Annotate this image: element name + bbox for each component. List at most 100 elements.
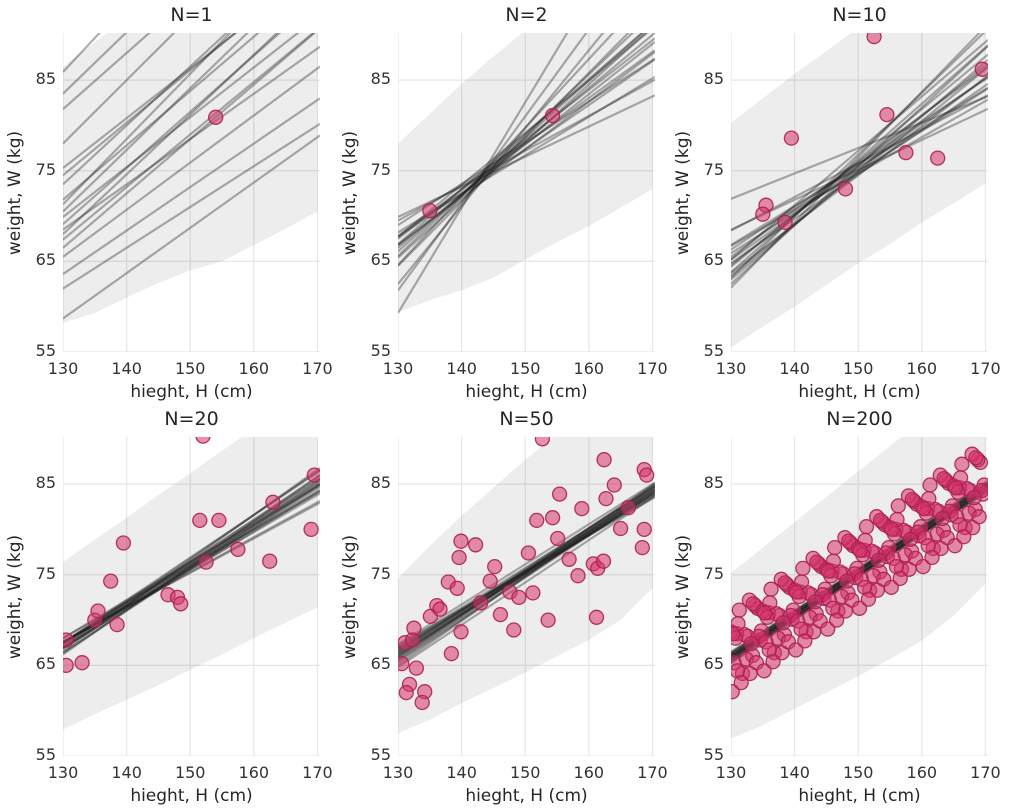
regression-line	[398, 33, 588, 292]
scatter-point	[915, 558, 931, 575]
scatter-point	[797, 633, 813, 649]
scatter-point	[924, 549, 940, 566]
y-tick-label: 55	[370, 745, 391, 764]
x-tick-label: 140	[446, 763, 477, 782]
regression-line	[731, 75, 988, 261]
x-tick-label: 130	[47, 359, 79, 378]
x-tick-label: 130	[715, 359, 747, 378]
regression-line	[63, 33, 282, 226]
scatter-point	[765, 654, 781, 670]
regression-line	[398, 33, 644, 245]
scatter-point	[837, 181, 854, 197]
regression-line	[63, 65, 320, 258]
x-tick-label: 170	[970, 359, 1001, 378]
regression-line	[63, 122, 320, 290]
y-axis-label: weight, W (kg)	[5, 130, 25, 255]
x-axis-label: hieght, H (cm)	[130, 786, 253, 806]
scatter-point	[398, 655, 410, 672]
regression-line	[398, 37, 655, 240]
regression-line	[398, 33, 569, 314]
plot-area	[731, 33, 988, 352]
regression-line	[63, 33, 300, 218]
scatter-point	[820, 563, 836, 579]
scatter-point	[866, 33, 882, 45]
regression-line	[398, 494, 655, 653]
x-tick-label: 130	[715, 763, 747, 782]
x-tick-label: 130	[382, 359, 414, 378]
regression-line	[398, 487, 655, 655]
regression-line	[398, 490, 655, 660]
regression-line	[398, 94, 655, 218]
regression-line	[731, 76, 988, 251]
scatter-point	[595, 553, 612, 569]
regression-line	[398, 481, 655, 646]
regression-line	[398, 486, 655, 658]
scatter-point	[934, 510, 950, 527]
regression-line	[731, 66, 988, 277]
regression-line	[398, 33, 615, 266]
scatter-point	[506, 622, 522, 638]
y-axis-label: weight, W (kg)	[340, 130, 360, 255]
y-axis-label: weight, W (kg)	[673, 130, 693, 255]
regression-line	[63, 33, 249, 213]
regression-line	[731, 107, 988, 231]
scatter-point	[783, 130, 800, 146]
panel-title: N=200	[826, 408, 893, 430]
regression-line	[63, 483, 320, 654]
y-tick-label: 85	[703, 473, 724, 493]
scatter-point	[63, 657, 74, 674]
regression-line	[398, 491, 655, 650]
scatter-point	[733, 674, 749, 691]
x-tick-label: 140	[779, 359, 810, 378]
regression-line	[63, 45, 320, 231]
scatter-point	[303, 521, 319, 538]
panel-title: N=20	[164, 408, 219, 430]
scatter-point	[968, 450, 984, 466]
regression-line	[398, 75, 655, 234]
uncertainty-band	[398, 33, 653, 313]
scatter-point	[596, 452, 612, 468]
y-tick-label: 75	[703, 159, 724, 179]
scatter-point	[265, 494, 281, 510]
scatter-point	[947, 480, 964, 496]
scatter-point	[966, 490, 982, 506]
scatter-point	[860, 591, 877, 607]
scatter-point	[902, 531, 919, 548]
plot-area	[398, 437, 655, 756]
scatter-point	[777, 214, 793, 231]
x-axis-label: hieght, H (cm)	[798, 786, 921, 806]
scatter-point	[639, 467, 655, 483]
x-tick-label: 170	[970, 763, 1001, 782]
scatter-point	[262, 553, 278, 569]
regression-line	[398, 488, 655, 651]
scatter-point	[883, 579, 899, 596]
scatter-point	[398, 684, 414, 701]
regression-line	[398, 33, 644, 253]
y-tick-label: 75	[703, 563, 724, 583]
scatter-point	[544, 107, 561, 124]
regression-line	[731, 98, 988, 247]
regression-line	[398, 492, 655, 656]
regression-line	[731, 62, 988, 266]
x-axis-label: hieght, H (cm)	[465, 382, 588, 402]
scatter-point	[306, 467, 320, 483]
scatter-point	[550, 530, 566, 547]
y-tick-label: 65	[370, 250, 391, 270]
regression-line	[63, 97, 320, 275]
scatter-point	[788, 584, 805, 600]
x-tick-label: 140	[446, 359, 477, 378]
regression-line	[63, 33, 260, 201]
scatter-point	[820, 621, 836, 637]
scatter-point	[525, 585, 541, 601]
y-tick-label: 65	[703, 250, 724, 270]
y-tick-label: 55	[35, 341, 56, 360]
scatter-point	[198, 554, 214, 570]
y-tick-label: 75	[35, 563, 56, 583]
regression-line	[398, 488, 655, 664]
regression-line	[398, 484, 655, 652]
y-tick-label: 55	[370, 341, 391, 360]
x-tick-label: 170	[637, 763, 668, 782]
regression-line	[398, 33, 655, 249]
regression-line	[398, 483, 655, 661]
panel-title: N=10	[832, 4, 887, 26]
